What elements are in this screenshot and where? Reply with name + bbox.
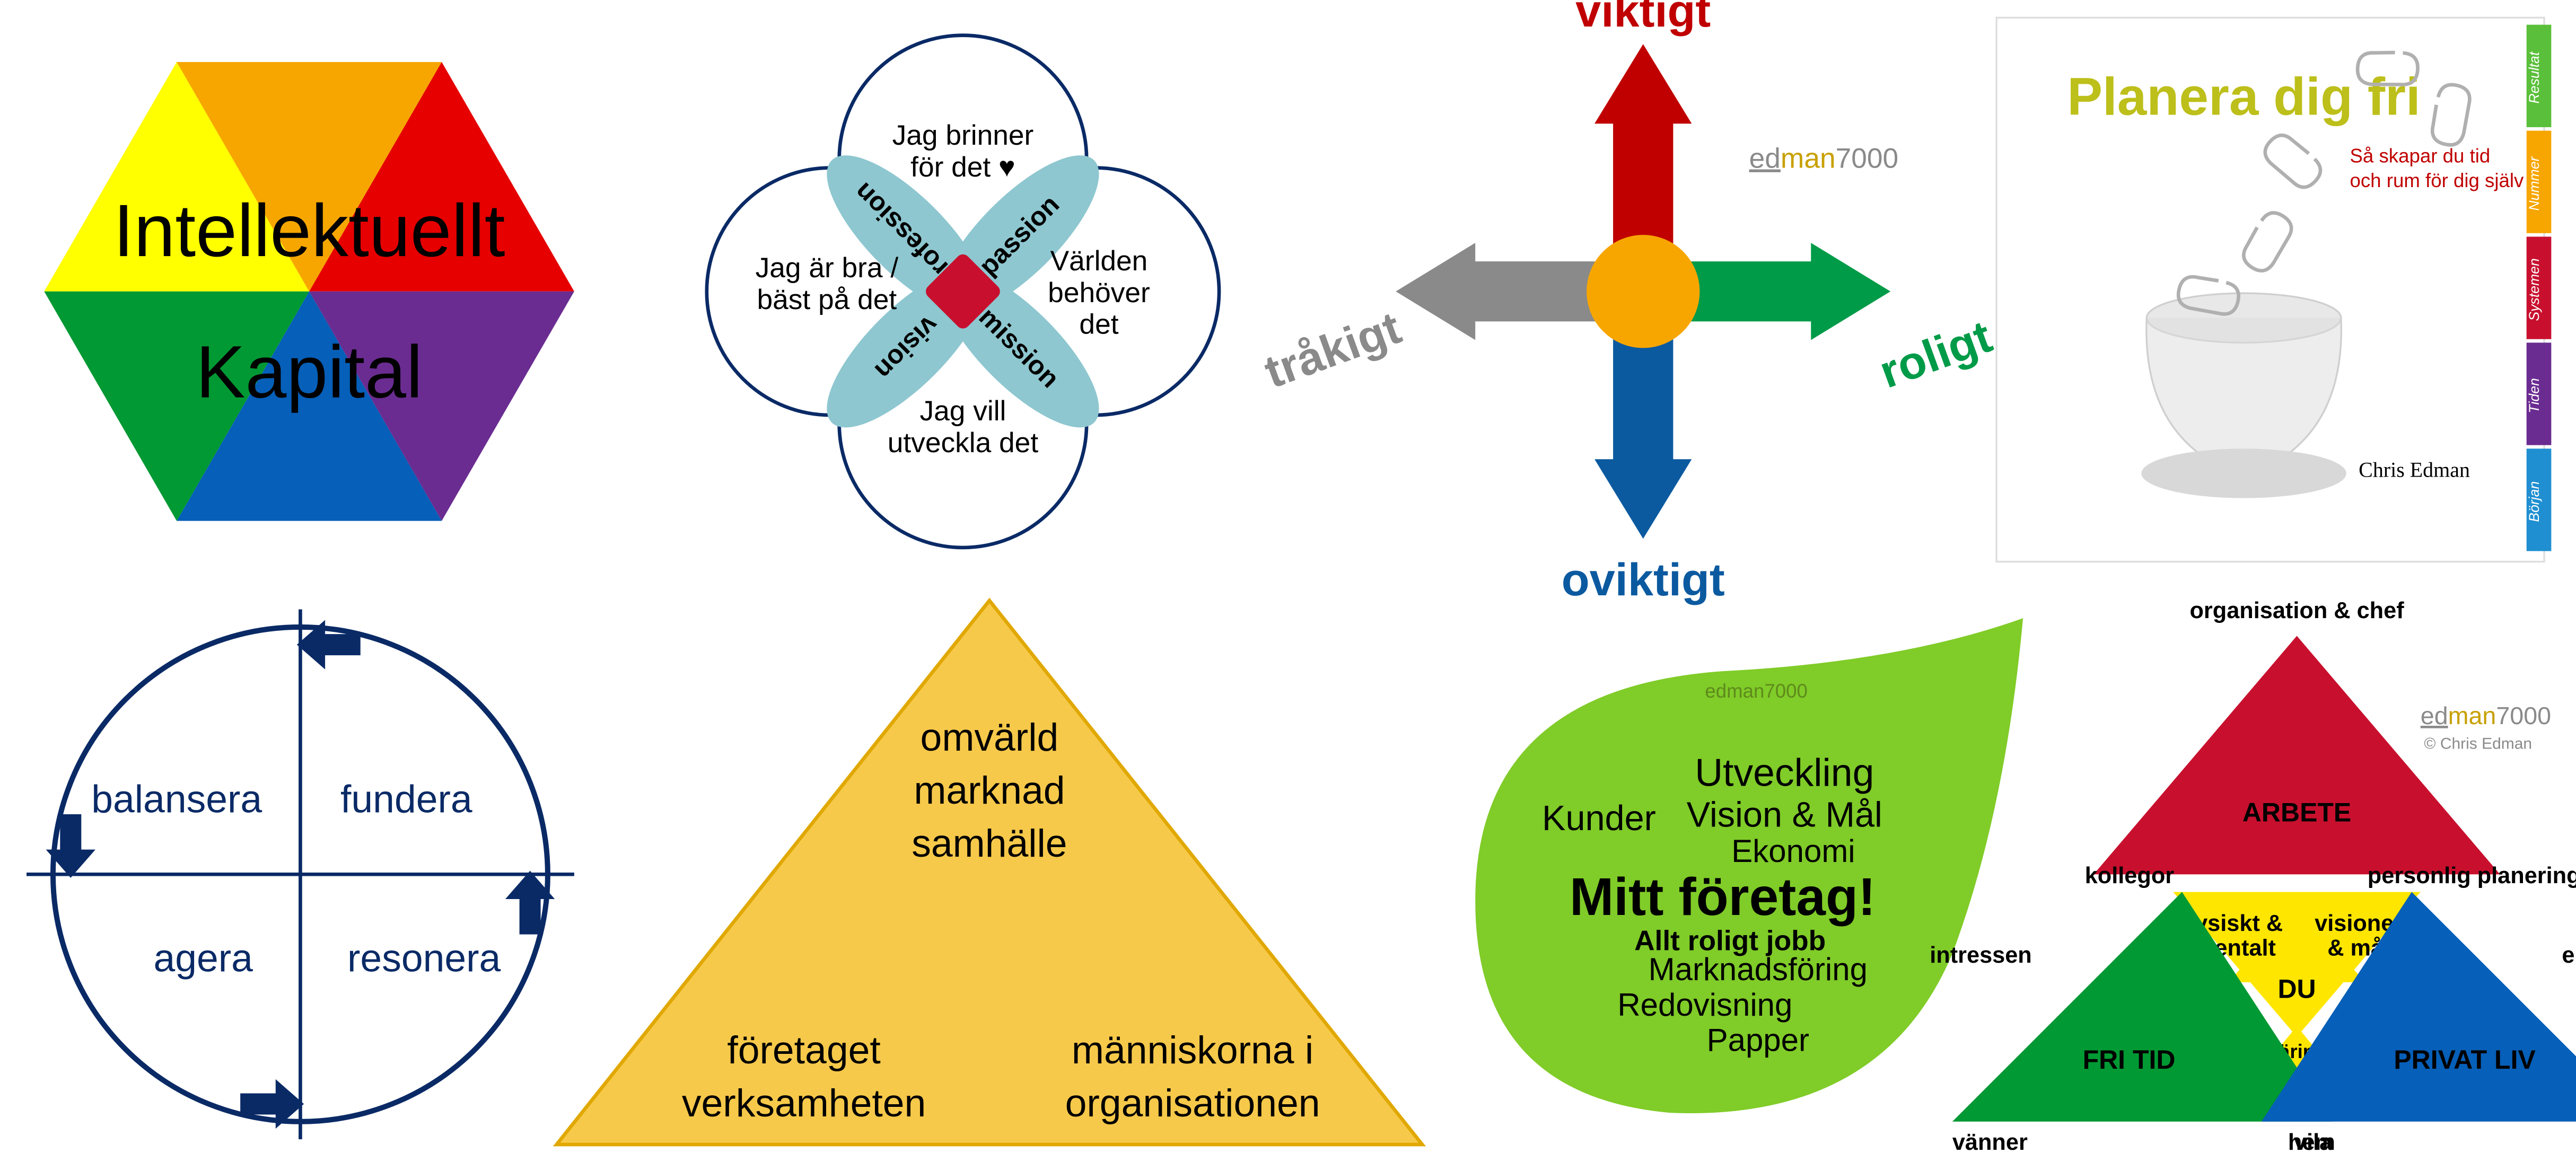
- leaf-wordcloud: edman7000 Kunder UtvecklingVision & MålEko…: [1475, 618, 2023, 1113]
- hexagon-diagram: Intellektuellt Kapital: [44, 62, 574, 521]
- svg-text:organisation & chef: organisation & chef: [2189, 598, 2404, 623]
- hexagon-title-top: Intellektuellt: [113, 189, 505, 272]
- yellow-triangle: omvärld marknad samhälle företaget verksamhe…: [557, 601, 1423, 1145]
- svg-text:agera: agera: [153, 937, 253, 980]
- svg-text:marknad: marknad: [914, 769, 1065, 812]
- svg-text:Början: Början: [2526, 481, 2542, 522]
- svg-text:Jag är bra /bäst på det: Jag är bra /bäst på det: [756, 252, 899, 315]
- svg-text:samhälle: samhälle: [912, 822, 1067, 865]
- svg-text:Nummer: Nummer: [2526, 156, 2542, 210]
- diagram-canvas: Intellektuellt Kapital passionmissionvisio…: [0, 0, 2576, 1162]
- svg-text:verksamheten: verksamheten: [682, 1081, 926, 1125]
- svg-text:vänner: vänner: [1952, 1130, 2028, 1155]
- svg-text:omvärld: omvärld: [921, 716, 1059, 759]
- svg-text:Planera dig fri: Planera dig fri: [2067, 68, 2420, 127]
- svg-text:Jag brinnerför det ♥: Jag brinnerför det ♥: [892, 120, 1034, 183]
- svg-text:människorna i: människorna i: [1072, 1028, 1313, 1072]
- svg-text:Ekonomi: Ekonomi: [1731, 833, 1855, 869]
- svg-text:oviktigt: oviktigt: [1562, 554, 1725, 605]
- svg-text:© Chris Edman: © Chris Edman: [2424, 735, 2532, 753]
- book-cover: Planera dig friSå skapar du tidoch rum f…: [1996, 17, 2551, 561]
- svg-text:Mitt företag!: Mitt företag!: [1570, 868, 1876, 927]
- life-triangles: organisation & chef ARBETE kollegor personl…: [1930, 598, 2576, 1155]
- svg-text:Redovisning: Redovisning: [1617, 987, 1792, 1023]
- svg-text:Systemen: Systemen: [2526, 258, 2542, 321]
- svg-text:Papper: Papper: [1707, 1023, 1809, 1058]
- edman-logo: edman7000: [1749, 143, 1899, 174]
- svg-text:Vision & Mål: Vision & Mål: [1687, 795, 1882, 834]
- svg-text:företaget: företaget: [727, 1028, 880, 1072]
- svg-text:intressen: intressen: [1930, 943, 2032, 968]
- svg-text:balansera: balansera: [91, 778, 262, 821]
- svg-text:Chris Edman: Chris Edman: [2359, 458, 2470, 482]
- svg-text:Utveckling: Utveckling: [1695, 751, 1874, 795]
- svg-text:ekonomi: ekonomi: [2562, 943, 2576, 968]
- svg-text:hem: hem: [2288, 1130, 2335, 1155]
- svg-text:Tiden: Tiden: [2526, 378, 2542, 413]
- svg-text:PRIVAT LIV: PRIVAT LIV: [2394, 1045, 2535, 1075]
- svg-text:resonera: resonera: [347, 937, 501, 980]
- cycle-circle: fundera resonera agera balansera: [27, 610, 574, 1140]
- svg-text:personlig planering: personlig planering: [2368, 863, 2576, 888]
- svg-text:tråkigt: tråkigt: [1258, 302, 1408, 398]
- svg-text:Kunder: Kunder: [1542, 799, 1656, 838]
- svg-text:Resultat: Resultat: [2526, 51, 2542, 103]
- four-arrow-matrix: viktigtoviktigtroligt !tråkigtedman7000: [1258, 0, 2025, 605]
- svg-text:viktigt: viktigt: [1575, 0, 1711, 37]
- hexagon-title-bottom: Kapital: [196, 330, 423, 413]
- svg-text:Allt roligt jobb: Allt roligt jobb: [1634, 926, 1826, 957]
- svg-text:kollegor: kollegor: [2085, 863, 2175, 888]
- svg-text:organisationen: organisationen: [1065, 1081, 1320, 1125]
- svg-text:edman7000: edman7000: [1705, 680, 1808, 702]
- ikigai-diagram: passionmissionvisionprofessionJag brinne…: [707, 36, 1219, 548]
- svg-text:edman7000: edman7000: [2421, 702, 2551, 729]
- svg-text:ARBETE: ARBETE: [2242, 797, 2351, 827]
- svg-text:DU: DU: [2277, 974, 2316, 1004]
- svg-text:FRI TID: FRI TID: [2083, 1045, 2176, 1075]
- svg-text:Marknadsföring: Marknadsföring: [1649, 952, 1868, 987]
- svg-text:fundera: fundera: [340, 778, 472, 821]
